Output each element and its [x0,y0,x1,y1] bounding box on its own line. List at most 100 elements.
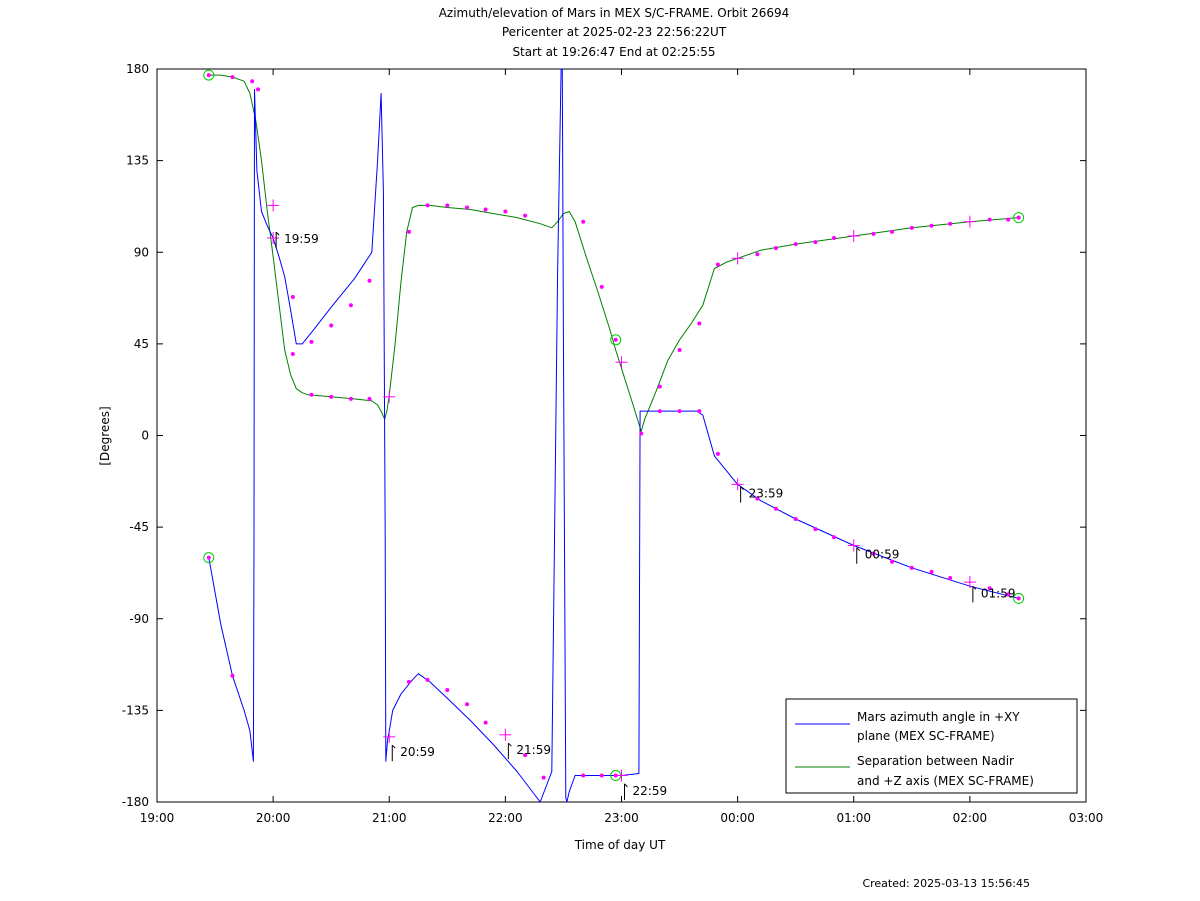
x-tick-label: 22:00 [488,811,523,825]
legend-box [785,698,1078,794]
y-tick-label: -135 [122,703,149,717]
data-point-marker [329,394,334,399]
data-point-marker [871,551,876,556]
data-point-marker [348,303,353,308]
data-point-marker [755,252,760,257]
x-tick-label: 23:00 [604,811,639,825]
x-tick-label: 01:00 [836,811,871,825]
legend-label-separation-2: and +Z axis (MEX SC-FRAME) [857,774,1034,788]
data-point-marker [599,773,604,778]
data-point-marker [465,205,470,210]
data-point-marker [503,209,508,214]
marker-layer [203,69,1025,782]
data-point-marker [348,396,353,401]
time-annotation-arrow [624,783,628,788]
data-point-marker [755,496,760,501]
data-point-marker [657,384,662,389]
x-tick-label: 02:00 [953,811,988,825]
data-point-marker [445,203,450,208]
data-point-marker [929,569,934,574]
x-tick-label: 03:00 [1069,811,1104,825]
data-point-marker [1006,217,1011,222]
endpoint-circle-marker [203,69,215,81]
data-point-marker [677,347,682,352]
data-point-marker [813,527,818,532]
chart-title-line-2: Pericenter at 2025-02-23 22:56:22UT [502,25,727,39]
data-point-marker [793,242,798,247]
endpoint-dot-marker [206,555,211,560]
data-point-marker [230,673,235,678]
x-tick-label: 20:00 [256,811,291,825]
time-annotation-arrow [856,547,861,552]
data-point-marker [677,409,682,414]
data-point-marker [715,451,720,456]
data-point-marker [425,203,430,208]
axis-ticks: 19:00 20:00 21:00 22:00 23:00 00:00 01:00 02:00… [122,62,1104,825]
time-annotation-label: 00:59 [865,548,900,562]
time-annotation-label: 21:59 [516,743,551,757]
legend: Mars azimuth angle in +XY plane (MEX SC-… [785,698,1078,794]
endpoint-circle-marker [1013,592,1025,604]
data-point-marker [639,431,644,436]
data-point-marker [599,284,604,289]
data-point-marker [890,229,895,234]
data-point-marker [948,221,953,226]
time-annotation-arrow [275,231,280,236]
endpoint-circle-marker [203,552,215,564]
data-point-marker [657,409,662,414]
data-point-marker [697,321,702,326]
data-point-marker [367,396,372,401]
time-annotation-arrow [508,742,512,747]
time-annotation-label: 22:59 [633,784,668,798]
endpoint-dot-marker [206,73,211,78]
x-axis-label: Time of day UT [574,838,666,852]
data-point-marker [581,773,586,778]
legend-label-azimuth-1: Mars azimuth angle in +XY [857,710,1020,724]
x-tick-label: 00:00 [720,811,755,825]
y-tick-label: -90 [129,612,149,626]
y-tick-label: 135 [126,154,149,168]
data-point-marker [948,576,953,581]
x-tick-label: 19:00 [140,811,175,825]
data-point-marker [929,223,934,228]
data-point-marker [987,217,992,222]
data-point-marker [793,516,798,521]
series-line-separation [208,74,1019,432]
time-annotation-arrow [972,586,977,590]
y-tick-label: 0 [141,429,149,443]
data-point-marker [581,219,586,224]
data-point-marker [541,775,546,780]
legend-label-separation-1: Separation between Nadir [857,754,1014,768]
time-annotation-label: 01:59 [981,586,1016,600]
data-point-marker [425,677,430,682]
time-annotation-arrow [391,744,396,749]
data-point-marker [697,409,702,414]
data-point-marker [715,262,720,267]
data-point-marker [773,506,778,511]
data-point-marker [290,295,295,300]
data-point-marker [309,339,314,344]
data-point-marker [813,240,818,245]
plot-frame [156,68,1087,803]
y-tick-label: 90 [134,245,149,259]
series-line-azimuth [208,68,1019,803]
chart-title-line-3: Start at 19:26:47 End at 02:25:55 [512,45,715,59]
data-point-marker [465,702,470,707]
data-point-marker [832,235,837,240]
chart-title-line-1: Azimuth/elevation of Mars in MEX S/C-FRA… [439,6,790,20]
time-annotation-label: 19:59 [284,232,319,246]
endpoint-dot-marker [1016,596,1021,601]
created-timestamp: Created: 2025-03-13 15:56:45 [862,877,1030,890]
data-point-marker [987,586,992,591]
legend-label-azimuth-2: plane (MEX SC-FRAME) [857,729,995,743]
data-point-marker [483,720,488,725]
time-annotation-label: 23:59 [749,487,784,501]
data-point-marker [367,278,372,283]
data-point-marker [256,87,261,92]
y-tick-label: -45 [129,520,149,534]
data-point-marker [523,213,528,218]
endpoint-dot-marker [1016,215,1021,220]
time-annotation-arrow [740,486,744,490]
data-point-marker [406,229,411,234]
data-point-marker [909,565,914,570]
